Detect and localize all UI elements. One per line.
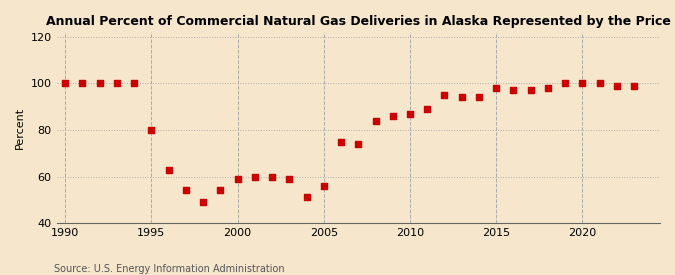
Point — [129, 81, 140, 86]
Point — [508, 88, 519, 92]
Y-axis label: Percent: Percent — [15, 106, 25, 148]
Point — [404, 111, 415, 116]
Point — [111, 81, 122, 86]
Point — [319, 184, 329, 188]
Point — [594, 81, 605, 86]
Point — [491, 86, 502, 90]
Point — [180, 188, 191, 193]
Point — [215, 188, 225, 193]
Point — [60, 81, 71, 86]
Point — [198, 200, 209, 204]
Point — [335, 139, 346, 144]
Point — [456, 95, 467, 100]
Point — [353, 142, 364, 146]
Point — [543, 86, 554, 90]
Point — [232, 177, 243, 181]
Point — [370, 118, 381, 123]
Point — [267, 174, 277, 179]
Point — [163, 167, 174, 172]
Point — [95, 81, 105, 86]
Point — [250, 174, 261, 179]
Point — [77, 81, 88, 86]
Point — [301, 195, 312, 200]
Point — [612, 83, 622, 88]
Point — [284, 177, 295, 181]
Point — [474, 95, 485, 100]
Point — [439, 93, 450, 97]
Point — [422, 107, 433, 111]
Point — [525, 88, 536, 92]
Text: Source: U.S. Energy Information Administration: Source: U.S. Energy Information Administ… — [54, 264, 285, 274]
Point — [560, 81, 570, 86]
Point — [146, 128, 157, 132]
Point — [628, 83, 639, 88]
Title: Annual Percent of Commercial Natural Gas Deliveries in Alaska Represented by the: Annual Percent of Commercial Natural Gas… — [46, 15, 671, 28]
Point — [577, 81, 588, 86]
Point — [387, 114, 398, 118]
